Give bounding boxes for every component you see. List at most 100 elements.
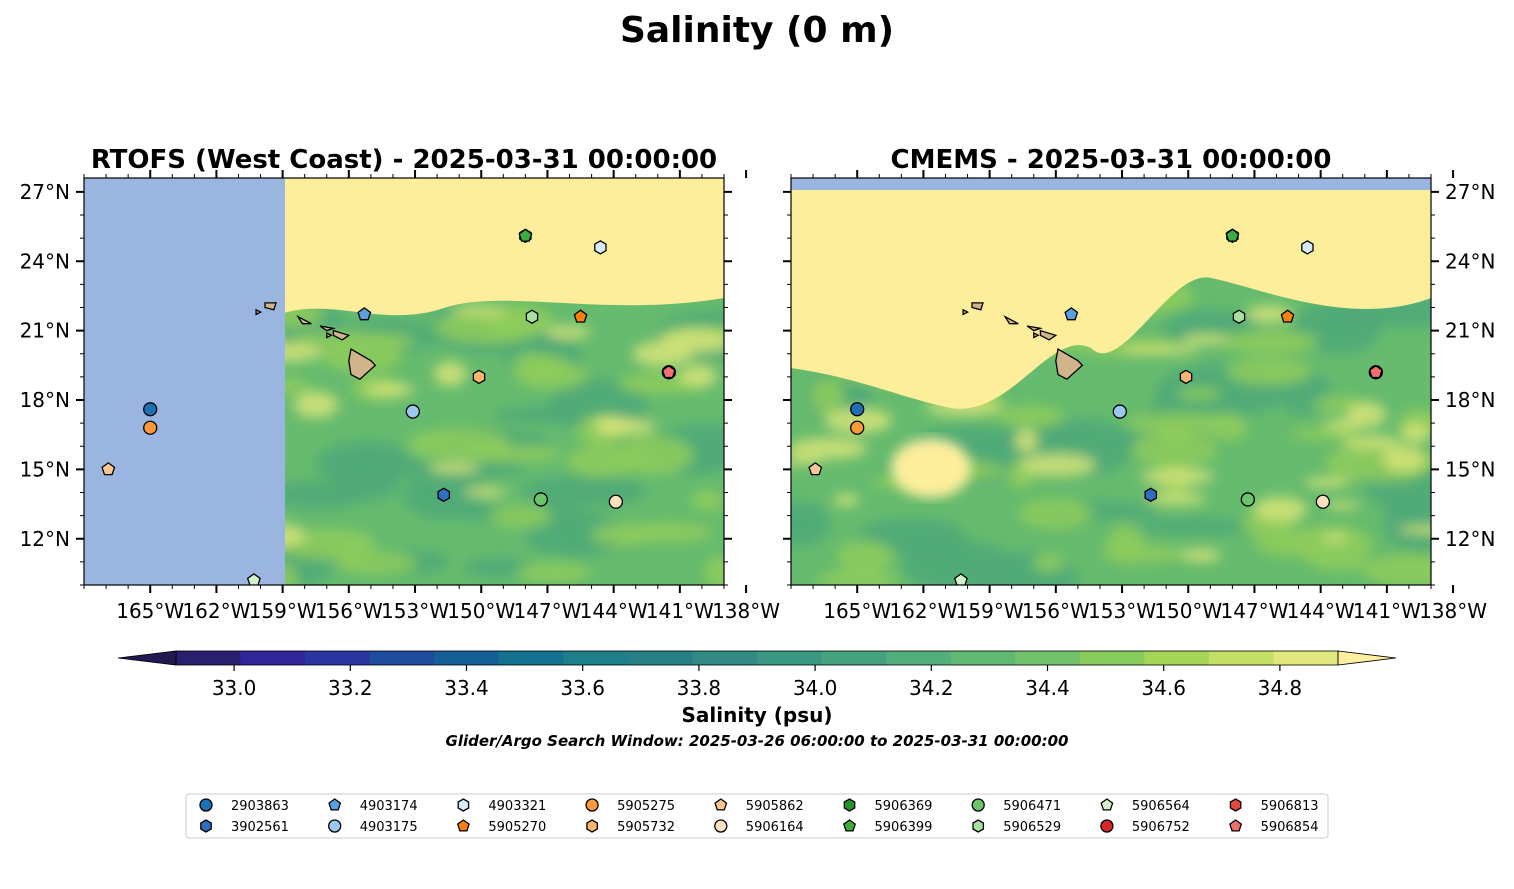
lon-tick-label: 156°W (315, 599, 383, 623)
colorbar-tick-label: 34.8 (1258, 676, 1303, 700)
float-marker-5906399 (518, 228, 533, 242)
float-marker-2903863 (143, 402, 158, 417)
float-marker-4903321 (1301, 240, 1314, 255)
lon-tick-label: 150°W (1154, 599, 1222, 623)
legend-item-5906369: 5906369 (843, 798, 932, 814)
legend-item-5906564: 5906564 (1100, 798, 1190, 814)
legend-label: 5906399 (875, 820, 933, 835)
float-marker-5905270 (1280, 309, 1295, 323)
legend-label: 5906854 (1261, 820, 1319, 835)
legend-item-5906529: 5906529 (972, 819, 1061, 835)
legend-item-5905732: 5905732 (586, 819, 675, 835)
lat-tick-label: 12°N (1445, 527, 1495, 551)
panel-title-rtofs: RTOFS (West Coast) - 2025-03-31 00:00:00 (91, 145, 717, 175)
lon-tick-label: 165°W (116, 599, 184, 623)
lon-tick-label: 159°W (956, 599, 1024, 623)
legend-box (185, 793, 1329, 839)
float-markers (101, 228, 676, 585)
island (971, 302, 984, 311)
lon-tick-label: 138°W (712, 599, 780, 623)
float-marker-5905275 (143, 420, 158, 435)
legend-item-4903321: 4903321 (457, 798, 546, 814)
float-marker-5906471 (1240, 492, 1255, 507)
lon-tick-label: 165°W (823, 599, 891, 623)
lon-tick-label: 162°W (182, 599, 250, 623)
float-marker-4903321 (594, 240, 607, 255)
island (1003, 314, 1019, 325)
float-marker-3902561 (437, 487, 451, 503)
lon-tick-label: 162°W (889, 599, 957, 623)
legend-item-5906752: 5906752 (1100, 819, 1190, 835)
legend-label: 5906164 (746, 820, 804, 835)
lon-tick-label: 144°W (1287, 599, 1355, 623)
legend-marker (714, 819, 728, 833)
float-marker-5905732 (1179, 369, 1193, 385)
search-window-text: Glider/Argo Search Window: 2025-03-26 06… (446, 732, 1069, 750)
legend-marker (843, 798, 856, 812)
colorbar-tick-label: 33.0 (212, 676, 257, 700)
lat-tick-label: 21°N (20, 319, 70, 343)
float-marker-5906854 (1368, 365, 1383, 379)
float-marker-2903863 (850, 402, 865, 417)
no-data-region (84, 178, 285, 585)
legend-label: 5905732 (617, 820, 675, 835)
island (319, 325, 336, 332)
lon-tick-label: 147°W (1220, 599, 1288, 623)
legend-item-5905275: 5905275 (585, 798, 675, 814)
legend-label: 4903175 (360, 820, 418, 835)
legend-label: 5905275 (617, 799, 675, 814)
island (1033, 331, 1040, 339)
colorbar-tick-label: 33.4 (444, 676, 489, 700)
legend-marker (1229, 798, 1242, 812)
legend-label: 5906471 (1003, 799, 1061, 814)
colorbar-tick-label: 33.8 (677, 676, 722, 700)
lon-tick-label: 153°W (1088, 599, 1156, 623)
legend-item-5906471: 5906471 (971, 798, 1061, 814)
colorbar-segment (692, 651, 758, 665)
legend-label: 2903863 (231, 799, 289, 814)
land-hawaii (962, 302, 1084, 380)
colorbar-tick-label: 34.4 (1025, 676, 1070, 700)
legend-item-5906399: 5906399 (843, 819, 933, 835)
float-marker-5906164 (1315, 494, 1331, 509)
land-hawaii (255, 302, 377, 380)
colorbar-segment (1144, 651, 1210, 665)
panel-title-cmems: CMEMS - 2025-03-31 00:00:00 (891, 145, 1332, 175)
colorbar-tick-label: 33.2 (328, 676, 373, 700)
island (255, 308, 263, 316)
float-marker-5906564 (246, 573, 261, 585)
colorbar-tick-label: 34.0 (793, 676, 838, 700)
legend-label: 3902561 (231, 820, 289, 835)
island (1055, 348, 1084, 380)
lat-tick-label: 12°N (20, 527, 70, 551)
island (1039, 329, 1058, 341)
colorbar-segment (821, 651, 887, 665)
colorbar-segment (886, 651, 952, 665)
float-marker-5905270 (573, 309, 588, 323)
lat-tick-label: 15°N (20, 457, 70, 481)
lat-tick-label: 21°N (1445, 319, 1495, 343)
legend-marker (714, 798, 728, 811)
colorbar-segment (240, 651, 306, 665)
island (962, 308, 970, 316)
colorbar-segment (305, 651, 371, 665)
colorbar-segment (434, 651, 500, 665)
legend-marker (585, 798, 599, 812)
colorbar-segment (498, 651, 564, 665)
island (326, 331, 333, 339)
colorbar-segment (1015, 651, 1081, 665)
legend-label: 5906529 (1003, 820, 1061, 835)
float-marker-5905275 (850, 420, 865, 435)
lat-tick-label: 27°N (1445, 180, 1495, 204)
legend-label: 4903321 (488, 799, 546, 814)
colorbar-segment (950, 651, 1016, 665)
lon-tick-label: 159°W (249, 599, 317, 623)
float-marker-5905862 (101, 462, 116, 476)
float-marker-5906164 (608, 494, 624, 509)
legend-item-5906854: 5906854 (1229, 819, 1319, 835)
legend-item-4903174: 4903174 (328, 798, 418, 814)
axis-ticks: 165°W162°W159°W156°W153°W150°W147°W144°W… (783, 170, 1495, 623)
lon-tick-label: 147°W (513, 599, 581, 623)
legend-item-5905862: 5905862 (714, 798, 804, 814)
